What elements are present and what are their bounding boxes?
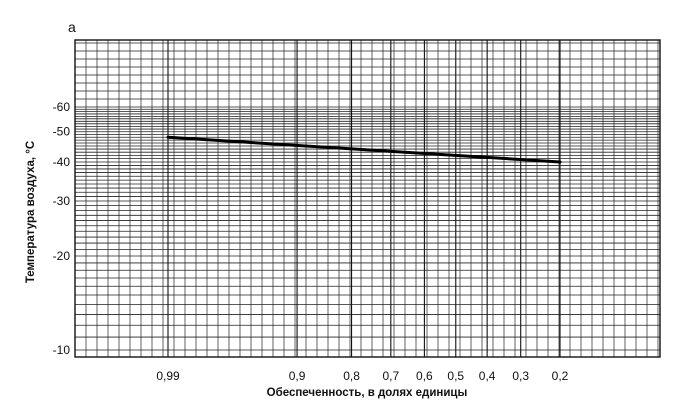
x-tick-label-0: 0,99: [156, 369, 180, 383]
series-layer: [166, 135, 562, 164]
y-tick-label-3: -30: [53, 194, 71, 208]
x-tick-label-7: 0,3: [512, 369, 529, 383]
y-tick-label-5: -10: [53, 343, 71, 357]
y-tick-label-4: -20: [53, 249, 71, 263]
x-tick-labels: 0,99 0,9 0,8 0,7 0,6 0,5 0,4 0,3 0,2: [156, 369, 568, 383]
x-tick-label-5: 0,5: [447, 369, 464, 383]
grid: [74, 39, 661, 358]
y-tick-label-1: -50: [53, 125, 71, 139]
x-tick-label-2: 0,8: [343, 369, 360, 383]
x-tick-label-4: 0,6: [416, 369, 433, 383]
series-line-0: [166, 135, 562, 164]
y-tick-label-2: -40: [53, 155, 71, 169]
plot-frame: [74, 39, 661, 358]
y-tick-label-0: -60: [53, 100, 71, 114]
y-tick-labels: -60 -50 -40 -30 -20 -10: [53, 100, 71, 357]
x-tick-label-3: 0,7: [382, 369, 399, 383]
panel-label: а: [68, 19, 76, 35]
x-tick-label-6: 0,4: [479, 369, 496, 383]
x-tick-label-8: 0,2: [552, 369, 569, 383]
y-axis-label: Температура воздуха, °С: [25, 141, 37, 283]
x-tick-label-1: 0,9: [289, 369, 306, 383]
x-axis-label: Обеспеченность, в долях единицы: [267, 387, 468, 399]
